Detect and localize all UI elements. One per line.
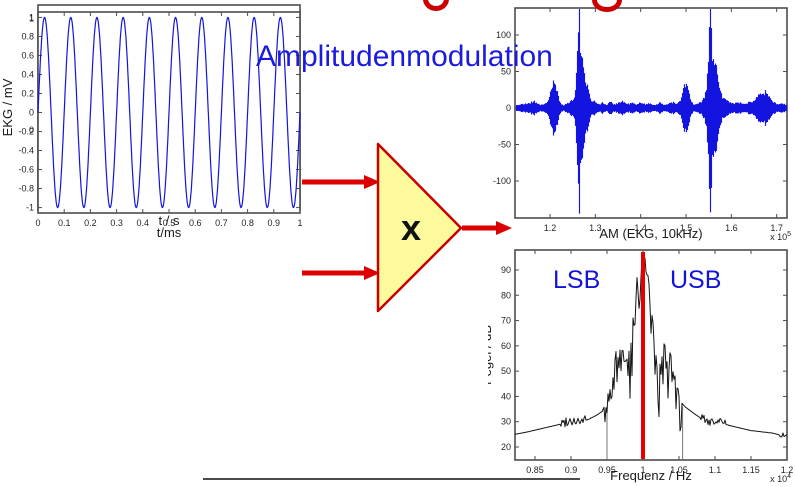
x-tick-label: 0.95 [598,465,616,475]
input-arrow-carrier-head [364,266,380,280]
y-tick-label: 50 [501,67,511,77]
x-axis-label: AM (EKG, 10kHz) [599,226,702,241]
carrier-curve [37,16,301,209]
am-signal-plot: 1.2 1.3 1.4 1.5 1.6 1.7 100 50 0 -50 -100 AM (EKG, … [493,7,791,242]
y-tick-label: 1 [29,12,34,22]
x-tick-label: 0.85 [526,465,544,475]
carrier-sine-plot: 0 0.1 0.2 0.3 0.4 0.5 0.6 0.7 0.8 0.9 1 1 0.8 0.6 0.4 0… [18,11,303,240]
y-tick-label: 40 [501,391,511,401]
x-tick-label: 0.1 [58,218,71,228]
x-tick-label: 1.2 [544,223,557,233]
y-tick-label: 100 [496,30,511,40]
y-tick-label: 0 [506,103,511,113]
y-tick-label: 0.6 [21,50,34,60]
x-tick-label: 0.9 [565,465,578,475]
lsb-label: LSB [553,266,601,294]
x-tick-label: 1.7 [770,223,783,233]
x-tick-label: 0.2 [84,218,97,228]
x-tick-label: 1.05 [670,465,688,475]
x-tick-label: 1 [297,218,302,228]
x-tick-label: 0.9 [268,218,281,228]
y-tick-label: 1 [29,13,34,23]
x-tick-label: 1.3 [589,223,602,233]
y-tick-label: -50 [498,139,511,149]
y-tick-label: 0 [29,108,34,118]
x-tick-label: 0.8 [241,218,254,228]
multiplier-block [376,142,463,313]
x-tick-label: 0.3 [110,218,123,228]
y-tick-label: -0.4 [18,146,34,156]
y-tick-label: 50 [501,366,511,376]
x-tick-label: 0 [35,218,40,228]
y-tick-label: -0.8 [18,184,34,194]
x-tick-label: 1.6 [725,223,738,233]
x-tick-label: 0.6 [189,218,202,228]
y-axis-label: Pegel / dB [488,325,494,385]
x-axis-label: t/ms [157,225,182,240]
x-tick-label: 0.5 [163,218,176,228]
y-tick-label: 30 [501,417,511,427]
x-tick-label: 1.1 [709,465,722,475]
y-tick-label: 0.2 [21,88,34,98]
y-tick-label: 0.4 [21,69,34,79]
x-tick-label: 0.4 [137,218,150,228]
y-tick-label: -0.2 [18,127,34,137]
y-tick-label: 0 [29,125,34,135]
tick-labels: 1.2 1.3 1.4 1.5 1.6 1.7 100 50 0 -50 -100 [493,30,783,233]
x-tick-label: 1.5 [680,223,693,233]
red-text-fragment-left [423,0,449,11]
tick-labels: 0 0.1 0.2 0.3 0.4 0.5 0.6 0.7 0.8 0.9 1 1 0.8 0.6 0.4 0… [18,12,302,228]
x-tick-label: 1 [641,465,646,475]
x-axis-label: Frequenz / Hz [610,468,692,483]
input-arrow-ekg-head [364,175,380,189]
multiplier-symbol: x [401,207,421,248]
x-tick-label: 1.4 [634,223,647,233]
y-tick-label: -1 [26,203,34,213]
tick-labels: 10 [29,13,34,134]
divider-line [203,478,580,480]
y-tick-label: 70 [501,316,511,326]
slide-title: Amplitudenmodulation [256,40,553,73]
am-waveform [515,9,788,214]
y-tick-label: -0.6 [18,165,34,175]
x-tick-label: 1.2 [781,465,794,475]
y-axis-label: EKG / mV [0,78,15,136]
y-tick-label: 0.8 [21,31,34,41]
x-scale-label: x 105 [770,231,791,242]
x-tick-label: 0.7 [215,218,228,228]
spectrum-curve [514,257,788,438]
y-tick-label: 90 [501,265,511,275]
y-tick-label: 20 [501,442,511,452]
tick-labels: 0.85 0.9 0.95 1 1.05 1.1 1.15 1.2 90 80 70 60 50 40 30… [501,265,793,475]
usb-label: USB [670,266,722,294]
x-axis-label: t / s [159,213,180,228]
am-spectrum-plot: 0.85 0.9 0.95 1 1.05 1.1 1.15 1.2 90 80 70 60 50 40 30… [488,249,793,484]
y-tick-label: 80 [501,290,511,300]
red-text-fragment-right [592,0,622,12]
x-tick-label: 1.15 [742,465,760,475]
y-tick-label: -100 [493,176,511,186]
x-scale-label: x 104 [770,473,791,484]
y-tick-label: 60 [501,341,511,351]
